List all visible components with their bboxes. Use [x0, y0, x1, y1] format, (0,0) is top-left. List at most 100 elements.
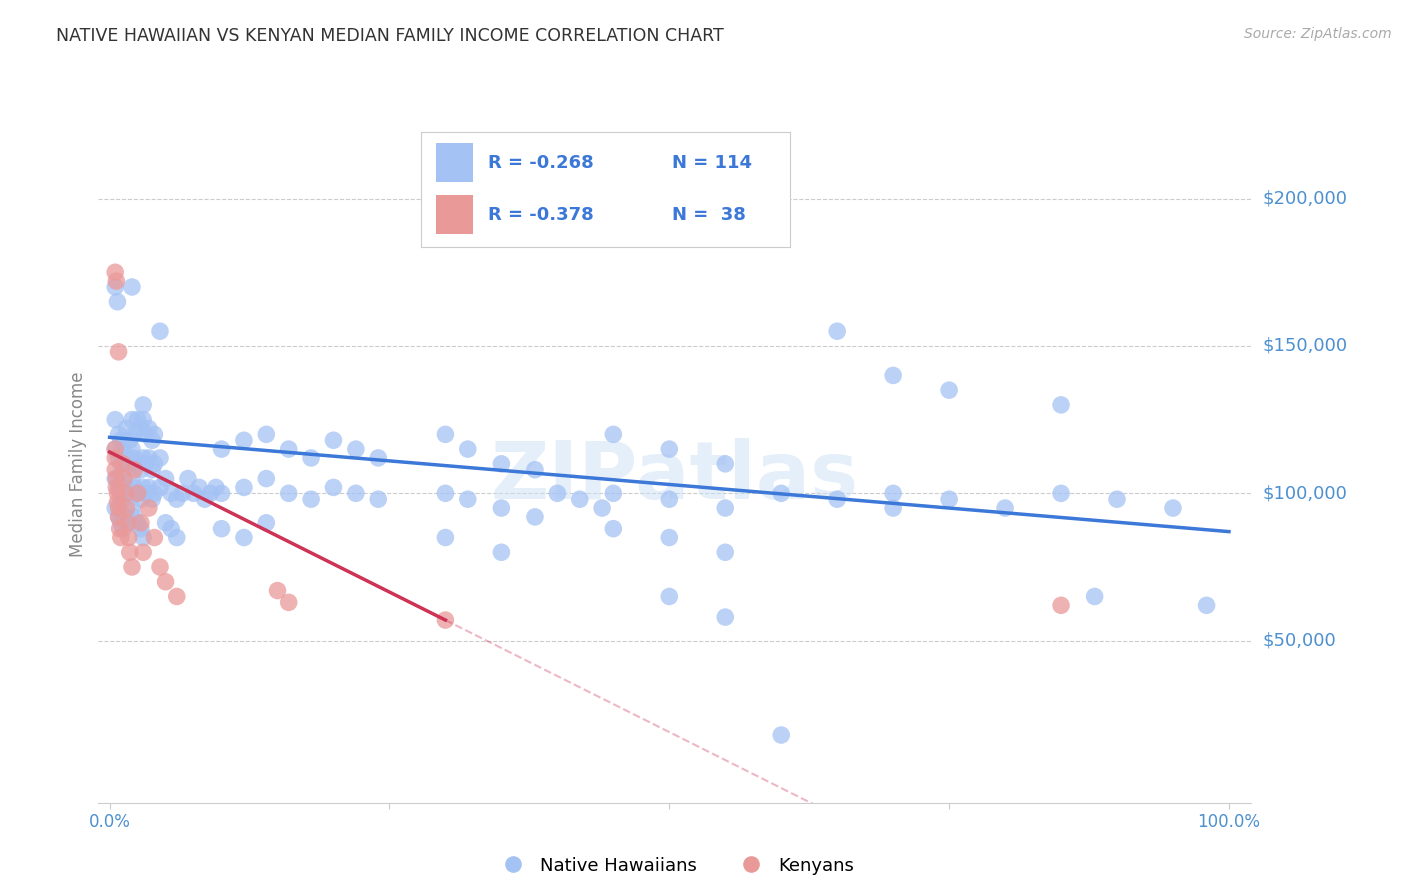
Point: [155, 574, 177, 589]
Point: [149, 450, 172, 465]
Point: [117, 516, 139, 530]
Text: R = -0.378: R = -0.378: [488, 206, 593, 224]
Point: [107, 480, 129, 494]
Point: [211, 522, 233, 536]
Point: [277, 486, 299, 500]
Point: [118, 486, 141, 500]
Point: [104, 450, 127, 465]
Point: [825, 492, 848, 507]
Point: [277, 442, 299, 456]
Point: [658, 531, 681, 545]
Point: [115, 501, 138, 516]
Point: [132, 480, 155, 494]
Point: [104, 501, 127, 516]
Text: N = 114: N = 114: [672, 153, 752, 172]
Point: [107, 450, 129, 465]
Point: [122, 509, 145, 524]
Point: [121, 560, 143, 574]
Point: [127, 486, 149, 500]
Point: [105, 480, 128, 494]
Point: [134, 457, 156, 471]
Point: [115, 421, 138, 435]
Point: [277, 595, 299, 609]
Point: [112, 457, 135, 471]
Point: [457, 442, 479, 456]
Point: [155, 472, 177, 486]
Point: [434, 613, 457, 627]
Point: [127, 412, 149, 426]
Point: [232, 480, 254, 494]
Point: [105, 274, 128, 288]
Point: [882, 501, 904, 516]
Point: [194, 492, 217, 507]
Point: [211, 486, 233, 500]
Point: [118, 434, 141, 448]
Point: [188, 480, 211, 494]
Point: [322, 434, 344, 448]
Point: [129, 516, 152, 530]
Text: Source: ZipAtlas.com: Source: ZipAtlas.com: [1244, 27, 1392, 41]
Point: [132, 450, 155, 465]
Point: [104, 412, 127, 426]
Point: [132, 412, 155, 426]
Text: $200,000: $200,000: [1263, 190, 1347, 208]
Point: [127, 457, 149, 471]
Point: [121, 472, 143, 486]
Point: [938, 492, 960, 507]
Point: [104, 442, 127, 456]
Point: [546, 486, 568, 500]
Point: [104, 472, 127, 486]
Point: [132, 398, 155, 412]
Point: [122, 450, 145, 465]
Point: [770, 728, 793, 742]
Point: [114, 486, 136, 500]
Point: [108, 522, 131, 536]
Point: [254, 427, 277, 442]
Point: [121, 280, 143, 294]
Point: [143, 427, 166, 442]
Point: [183, 486, 205, 500]
Point: [1084, 590, 1107, 604]
Point: [205, 480, 228, 494]
Text: NATIVE HAWAIIAN VS KENYAN MEDIAN FAMILY INCOME CORRELATION CHART: NATIVE HAWAIIAN VS KENYAN MEDIAN FAMILY …: [56, 27, 724, 45]
Point: [1050, 486, 1073, 500]
Point: [160, 486, 183, 500]
Legend: Native Hawaiians, Kenyans: Native Hawaiians, Kenyans: [488, 849, 862, 882]
Point: [434, 486, 457, 500]
Point: [882, 368, 904, 383]
Point: [129, 522, 152, 536]
Point: [367, 450, 389, 465]
Point: [107, 294, 129, 309]
Point: [112, 522, 135, 536]
Point: [121, 442, 143, 456]
Point: [138, 501, 160, 516]
Point: [107, 495, 129, 509]
Point: [143, 531, 166, 545]
Bar: [436, 195, 472, 235]
Point: [299, 450, 322, 465]
Point: [107, 344, 129, 359]
Point: [122, 463, 145, 477]
Text: ZIPatlas: ZIPatlas: [491, 438, 859, 516]
Point: [110, 434, 132, 448]
Point: [322, 480, 344, 494]
Point: [200, 486, 222, 500]
Point: [177, 472, 200, 486]
Point: [825, 324, 848, 338]
Point: [118, 457, 141, 471]
Point: [143, 457, 166, 471]
Point: [127, 516, 149, 530]
Point: [122, 427, 145, 442]
Point: [523, 509, 546, 524]
Point: [141, 463, 163, 477]
Point: [129, 492, 152, 507]
Text: $50,000: $50,000: [1263, 632, 1336, 649]
Point: [938, 383, 960, 397]
Point: [1050, 599, 1073, 613]
Point: [149, 324, 172, 338]
Point: [232, 531, 254, 545]
Point: [491, 501, 513, 516]
Point: [714, 610, 737, 624]
Point: [714, 457, 737, 471]
Point: [132, 545, 155, 559]
